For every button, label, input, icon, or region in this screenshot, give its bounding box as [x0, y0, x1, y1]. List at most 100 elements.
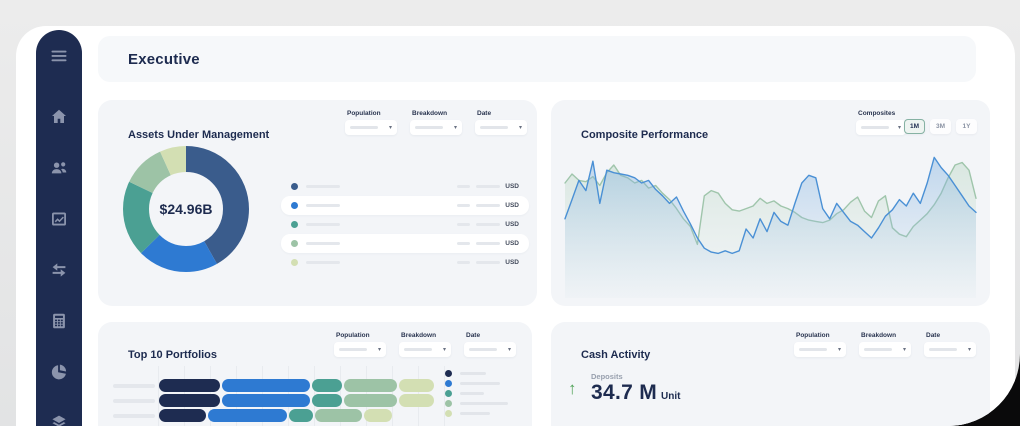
- filter-population: Population ▾: [345, 110, 397, 135]
- bar-segment: [344, 394, 397, 407]
- placeholder-dash: [476, 261, 501, 264]
- card-title: Cash Activity: [581, 349, 651, 362]
- transfer-arrows-icon: [52, 263, 66, 277]
- currency-label: USD: [505, 221, 519, 228]
- card-title: Assets Under Management: [128, 129, 270, 142]
- placeholder-dash: [469, 348, 497, 351]
- composites-dropdown[interactable]: ▾: [856, 120, 906, 135]
- aum-donut-chart: $24.96B: [123, 146, 249, 272]
- filter-date: Date ▾: [475, 110, 527, 135]
- bar-segment: [159, 409, 206, 422]
- placeholder-dash: [306, 185, 340, 188]
- chevron-down-icon: ▾: [967, 346, 971, 353]
- legend-dot: [445, 369, 452, 377]
- legend-dot: [291, 259, 298, 266]
- placeholder-dash: [460, 381, 500, 385]
- filter-label: Breakdown: [401, 332, 437, 339]
- filter-breakdown: Breakdown ▾: [399, 332, 451, 357]
- legend-dot: [445, 399, 452, 407]
- line-composite-blue: [564, 156, 977, 255]
- users-icon: [51, 162, 67, 174]
- pie-chart-icon: [51, 364, 67, 380]
- range-button-1y[interactable]: 1Y: [956, 119, 977, 134]
- portfolios-legend-row: [445, 378, 508, 388]
- placeholder-dash: [457, 261, 471, 264]
- deposits-unit: Unit: [661, 391, 681, 402]
- sidebar-item-allocation[interactable]: [49, 362, 69, 382]
- filter-dropdown-breakdown[interactable]: ▾: [859, 342, 911, 357]
- sidebar-item-performance[interactable]: [49, 209, 69, 229]
- portfolios-legend-row: [445, 388, 508, 398]
- legend-dot: [445, 379, 452, 387]
- chevron-down-icon: ▾: [377, 346, 381, 353]
- currency-label: USD: [505, 183, 519, 190]
- aum-legend-row: USD: [281, 234, 529, 253]
- chart-image-icon: [52, 212, 66, 226]
- placeholder-dash: [306, 242, 340, 245]
- placeholder-dash: [306, 261, 340, 264]
- filter-dropdown-date[interactable]: ▾: [464, 342, 516, 357]
- sidebar-item-calculator[interactable]: [49, 311, 69, 331]
- bar-segment: [159, 394, 220, 407]
- chevron-down-icon: ▾: [837, 346, 841, 353]
- filter-population: Population ▾: [334, 332, 386, 357]
- bar-segment: [222, 379, 310, 392]
- chevron-down-icon: ▾: [902, 346, 906, 353]
- placeholder-dash: [339, 348, 367, 351]
- bar-segment: [312, 379, 342, 392]
- bar-segment: [399, 379, 434, 392]
- filter-breakdown: Breakdown ▾: [859, 332, 911, 357]
- bar-segment: [399, 394, 434, 407]
- filter-label: Date: [466, 332, 481, 339]
- placeholder-dash: [306, 204, 340, 207]
- performance-line-chart: [564, 156, 977, 298]
- home-icon: [52, 109, 66, 123]
- range-button-3m[interactable]: 3M: [930, 119, 951, 134]
- placeholder-dash: [415, 126, 443, 129]
- filter-dropdown-breakdown[interactable]: ▾: [410, 120, 462, 135]
- placeholder-dash: [460, 411, 490, 415]
- filter-label: Date: [926, 332, 941, 339]
- filter-dropdown-population[interactable]: ▾: [345, 120, 397, 135]
- filter-label: Breakdown: [861, 332, 897, 339]
- bar-segment: [222, 394, 310, 407]
- bar-segment: [159, 379, 220, 392]
- placeholder-dash: [476, 204, 501, 207]
- sidebar-item-transactions[interactable]: [49, 260, 69, 280]
- range-button-1m[interactable]: 1M: [904, 119, 925, 134]
- portfolios-legend-row: [445, 398, 508, 408]
- placeholder-dash: [457, 242, 471, 245]
- portfolio-bar-row: [113, 379, 532, 392]
- legend-dot: [445, 389, 452, 397]
- filter-dropdown-breakdown[interactable]: ▾: [399, 342, 451, 357]
- aum-legend: USD USD USD USD USD: [281, 177, 529, 272]
- chevron-down-icon: ▾: [453, 124, 457, 131]
- filter-label: Population: [347, 110, 381, 117]
- portfolios-legend: [445, 368, 508, 418]
- currency-label: USD: [505, 240, 519, 247]
- donut-segment: [123, 146, 249, 272]
- bar-segment: [208, 409, 287, 422]
- sidebar: [36, 30, 82, 426]
- sidebar-item-clients[interactable]: [49, 158, 69, 178]
- bar-segment: [312, 394, 342, 407]
- sidebar-item-home[interactable]: [49, 107, 69, 127]
- calculator-icon: [53, 313, 65, 329]
- filter-dropdown-population[interactable]: ▾: [794, 342, 846, 357]
- bar-segment: [289, 409, 313, 422]
- placeholder-dash: [113, 413, 155, 418]
- up-arrow-icon: ↑: [568, 379, 577, 398]
- sidebar-item-menu[interactable]: [49, 46, 69, 66]
- placeholder-dash: [457, 185, 471, 188]
- card-cash-activity: Cash Activity Population ▾ Breakdown ▾ Date ▾…: [551, 322, 990, 426]
- sidebar-item-layers[interactable]: [49, 413, 69, 426]
- placeholder-dash: [457, 204, 471, 207]
- filter-group: Population ▾ Breakdown ▾ Date ▾: [345, 110, 527, 135]
- filter-date: Date ▾: [464, 332, 516, 357]
- filter-dropdown-date[interactable]: ▾: [475, 120, 527, 135]
- placeholder-dash: [460, 401, 508, 405]
- filter-dropdown-population[interactable]: ▾: [334, 342, 386, 357]
- filter-dropdown-date[interactable]: ▾: [924, 342, 976, 357]
- placeholder-dash: [350, 126, 378, 129]
